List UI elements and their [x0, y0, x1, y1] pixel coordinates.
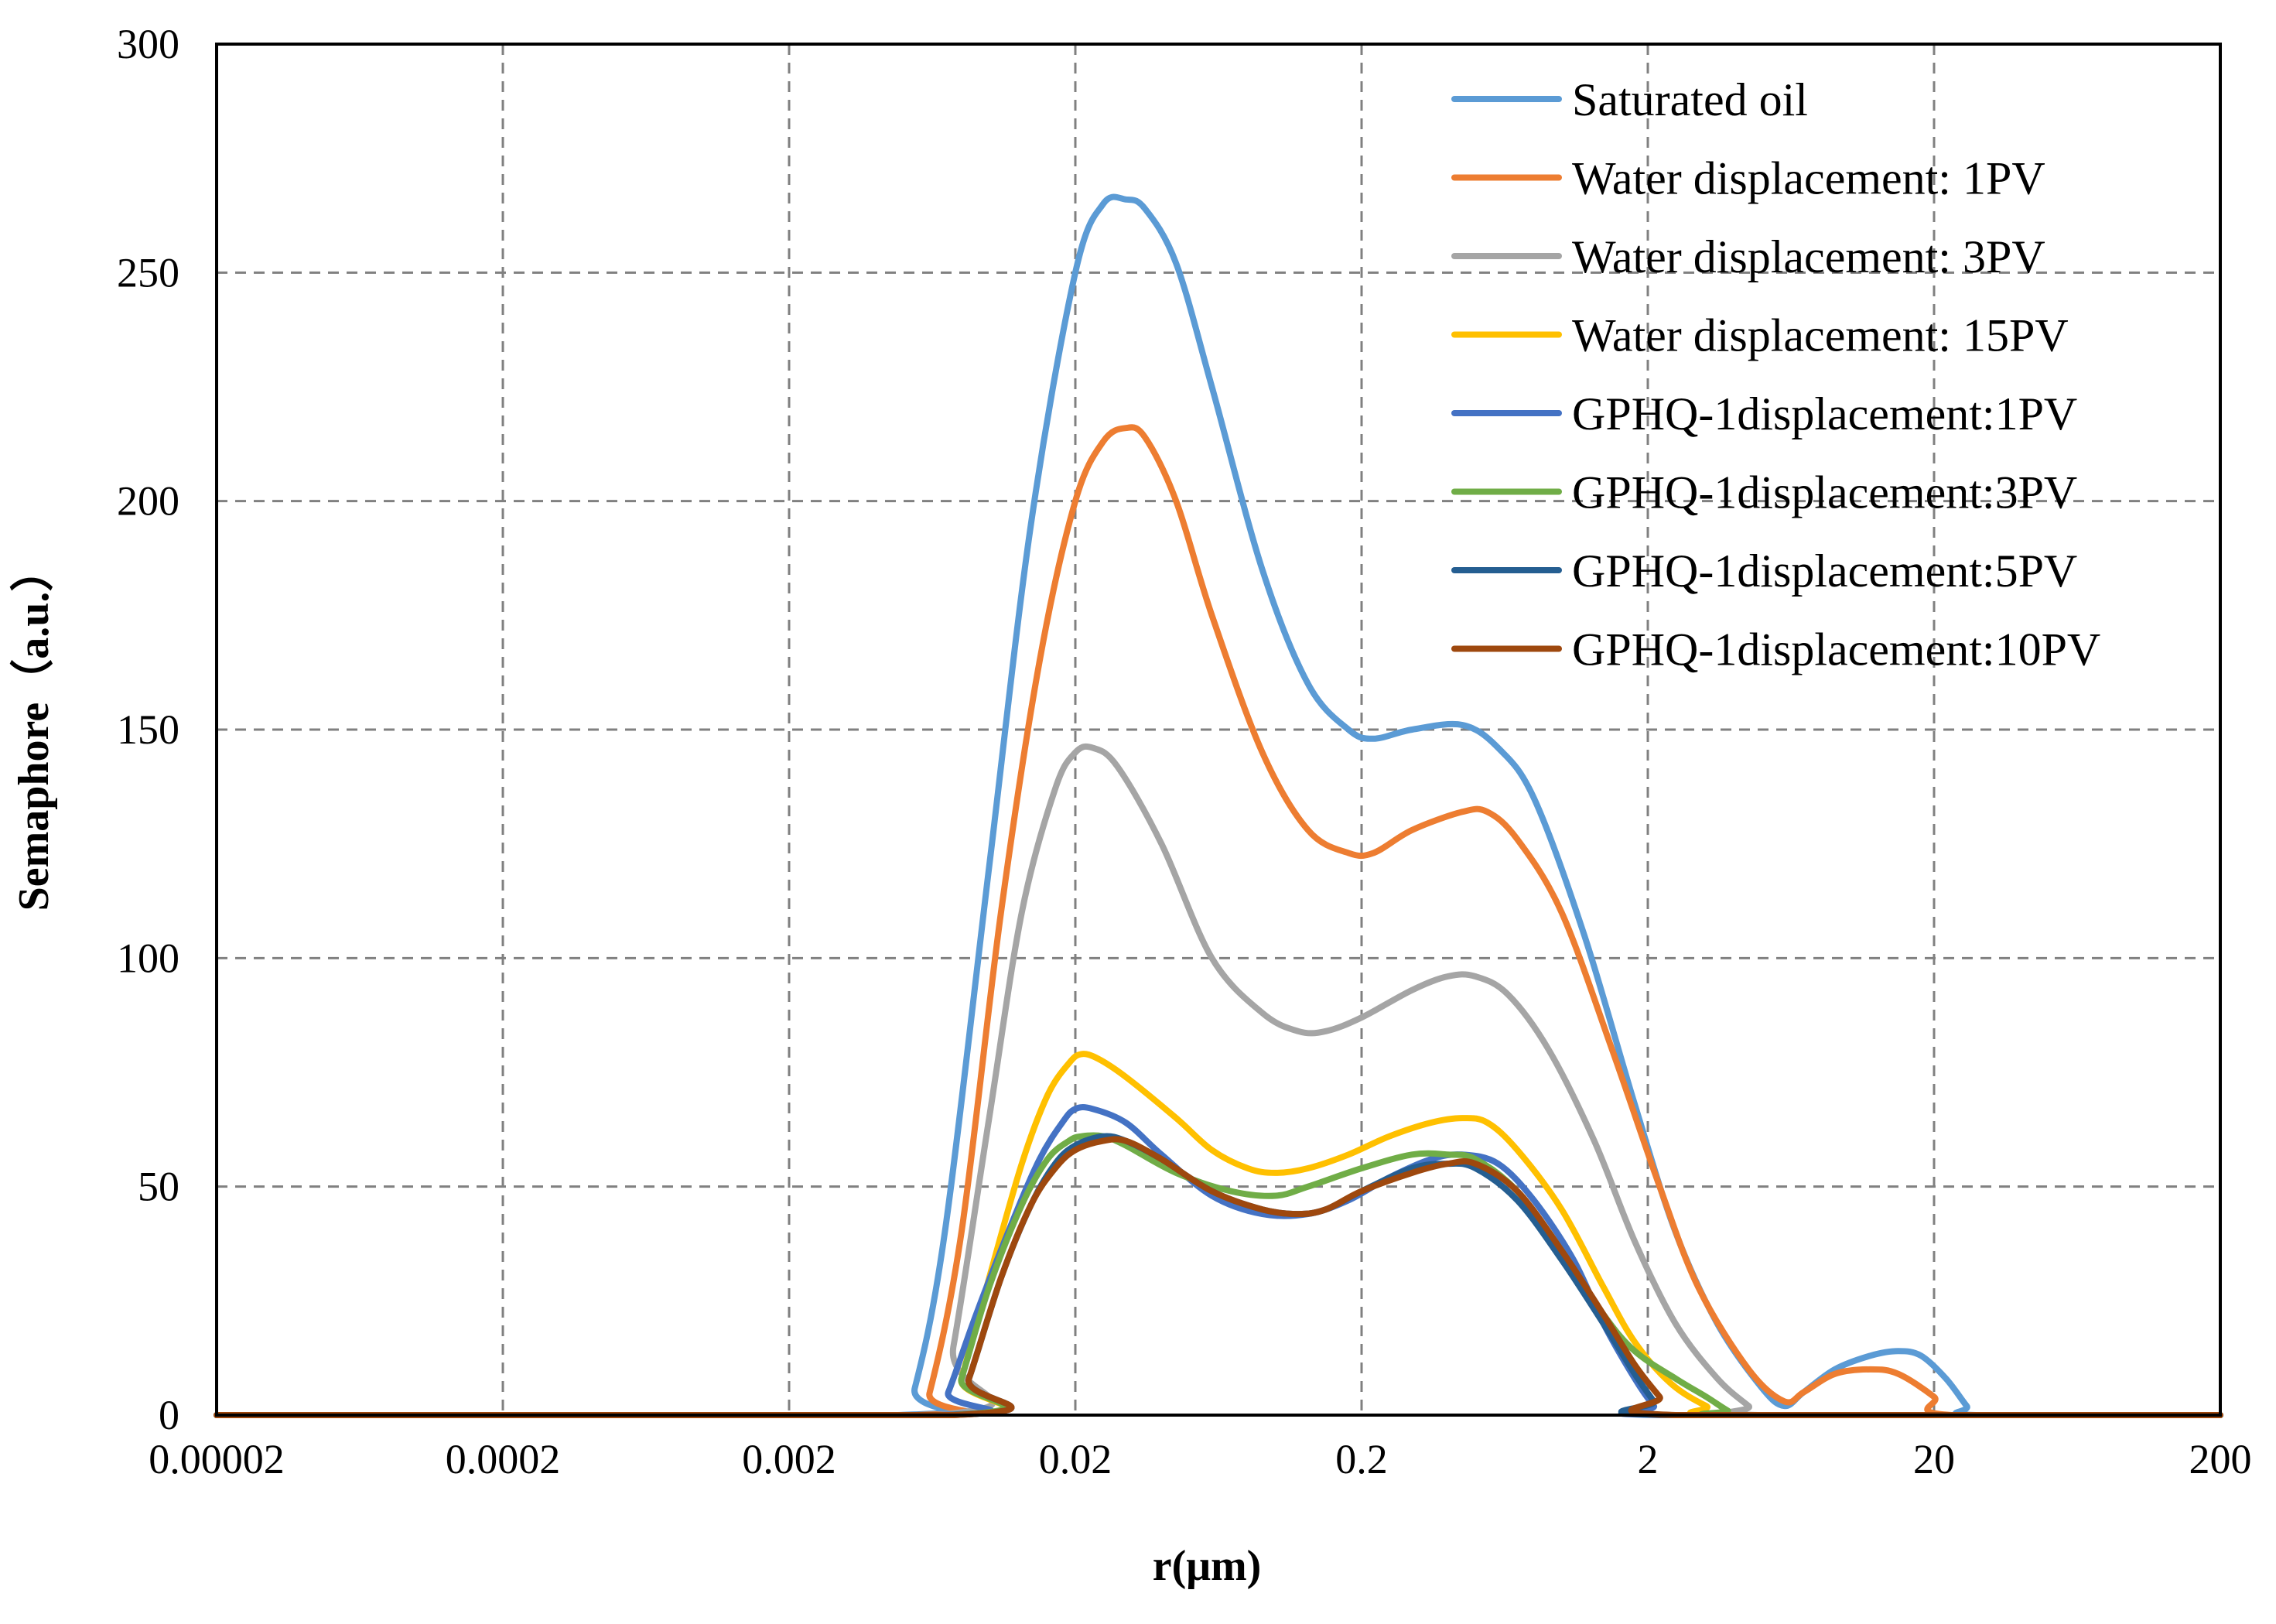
x-tick-label: 0.0002	[446, 1436, 561, 1482]
y-tick-label: 150	[117, 706, 179, 753]
x-tick-label: 200	[2189, 1436, 2252, 1482]
x-tick-label: 0.00002	[149, 1436, 285, 1482]
y-tick-label: 50	[138, 1164, 179, 1210]
legend: Saturated oil Water displacement: 1PV Wate…	[1451, 74, 2100, 675]
legend-label-7: GPHQ-1displacement:5PV	[1572, 545, 2077, 597]
y-tick-label: 0	[159, 1392, 179, 1438]
legend-label-3: Water displacement: 3PV	[1572, 231, 2045, 282]
series-line-1	[214, 193, 2223, 1419]
tick-labels: 0.00002 0.0002 0.002 0.02 0.2 2 20 200 0 50 100 150…	[117, 21, 2252, 1482]
x-tick-label: 2	[1638, 1436, 1659, 1482]
x-tick-label: 0.2	[1335, 1436, 1388, 1482]
legend-label-6: GPHQ-1displacement:3PV	[1572, 467, 2077, 518]
y-tick-label: 250	[117, 249, 179, 296]
x-tick-label: 20	[1913, 1436, 1955, 1482]
series-line-3	[214, 743, 2223, 1419]
y-axis-title: Semaphore（a.u.）	[9, 549, 58, 911]
x-axis-title: r(μm)	[1153, 1542, 1262, 1590]
series-line-8	[214, 1136, 2223, 1419]
legend-label-8: GPHQ-1displacement:10PV	[1572, 624, 2100, 675]
legend-label-4: Water displacement: 15PV	[1572, 310, 2069, 361]
plot-area-frame	[215, 43, 2222, 1417]
y-tick-label: 300	[117, 21, 179, 67]
legend-label-1: Saturated oil	[1572, 74, 1808, 125]
legend-label-5: GPHQ-1displacement:1PV	[1572, 388, 2077, 439]
y-tick-label: 100	[117, 935, 179, 981]
legend-label-2: Water displacement: 1PV	[1572, 153, 2045, 204]
x-tick-label: 0.002	[742, 1436, 836, 1482]
x-tick-label: 0.02	[1039, 1436, 1112, 1482]
y-tick-label: 200	[117, 478, 179, 525]
series-line-6	[214, 1132, 2223, 1419]
series-line-2	[214, 424, 2223, 1419]
series-lines	[214, 193, 2223, 1419]
